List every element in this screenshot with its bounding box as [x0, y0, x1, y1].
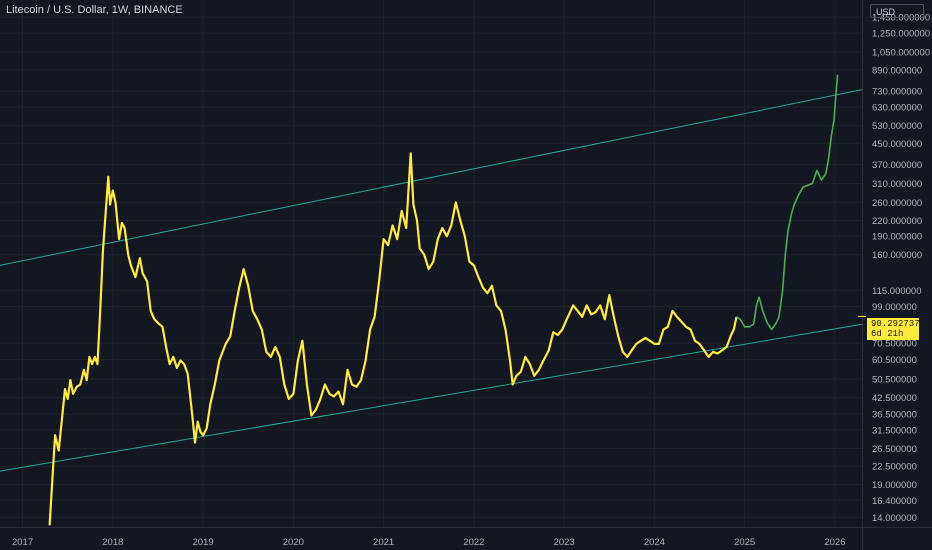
x-tick-label: 2022	[463, 537, 484, 548]
projection-series-line	[736, 74, 839, 331]
y-tick-label: 450.000000	[872, 139, 922, 150]
y-tick-label: 730.000000	[872, 87, 922, 98]
x-tick-label: 2023	[554, 537, 575, 548]
x-tick-label: 2019	[193, 537, 214, 548]
x-tick-label: 2026	[824, 537, 845, 548]
price-series-line	[48, 152, 738, 526]
y-tick-label: 630.000000	[872, 103, 922, 114]
y-tick-label: 1,250.000000	[872, 29, 930, 40]
y-tick-label: 50.500000	[872, 375, 917, 386]
y-tick-label: 19.000000	[872, 480, 917, 491]
symbol-title: Litecoin / U.S. Dollar, 1W, BINANCE	[6, 4, 183, 16]
y-tick-label: 22.500000	[872, 462, 917, 473]
x-tick-label: 2017	[12, 537, 33, 548]
x-tick-label: 2024	[644, 537, 665, 548]
last-price-tag: 90.292737 6d 21h	[867, 318, 920, 340]
y-tick-label: 70.500000	[872, 339, 917, 350]
currency-selector[interactable]: USD	[870, 4, 924, 18]
y-tick-label: 890.000000	[872, 65, 922, 76]
y-tick-label: 1,450.000000	[872, 13, 930, 24]
last-price-value: 90.292737	[871, 319, 920, 329]
channel-lower-trendline	[0, 323, 863, 472]
y-tick-label: 530.000000	[872, 121, 922, 132]
x-tick-label: 2020	[283, 537, 304, 548]
bar-countdown: 6d 21h	[871, 329, 904, 339]
x-tick-label: 2018	[102, 537, 123, 548]
x-tick-label: 2021	[373, 537, 394, 548]
y-tick-label: 31.500000	[872, 425, 917, 436]
y-tick-label: 99.000000	[872, 302, 917, 313]
y-tick-label: 1,050.000000	[872, 47, 930, 58]
y-tick-label: 190.000000	[872, 232, 922, 243]
y-tick-label: 160.000000	[872, 250, 922, 261]
y-tick-label: 260.000000	[872, 198, 922, 209]
x-tick-label: 2025	[734, 537, 755, 548]
y-tick-label: 60.500000	[872, 355, 917, 366]
y-tick-label: 370.000000	[872, 160, 922, 171]
y-tick-label: 36.500000	[872, 410, 917, 421]
y-tick-label: 310.000000	[872, 179, 922, 190]
y-tick-label: 220.000000	[872, 216, 922, 227]
y-tick-label: 14.000000	[872, 513, 917, 524]
y-tick-label: 16.400000	[872, 496, 917, 507]
y-tick-label: 26.500000	[872, 444, 917, 455]
channel-upper-trendline	[0, 89, 863, 266]
y-tick-label: 115.000000	[872, 286, 922, 297]
y-tick-label: 42.500000	[872, 393, 917, 404]
